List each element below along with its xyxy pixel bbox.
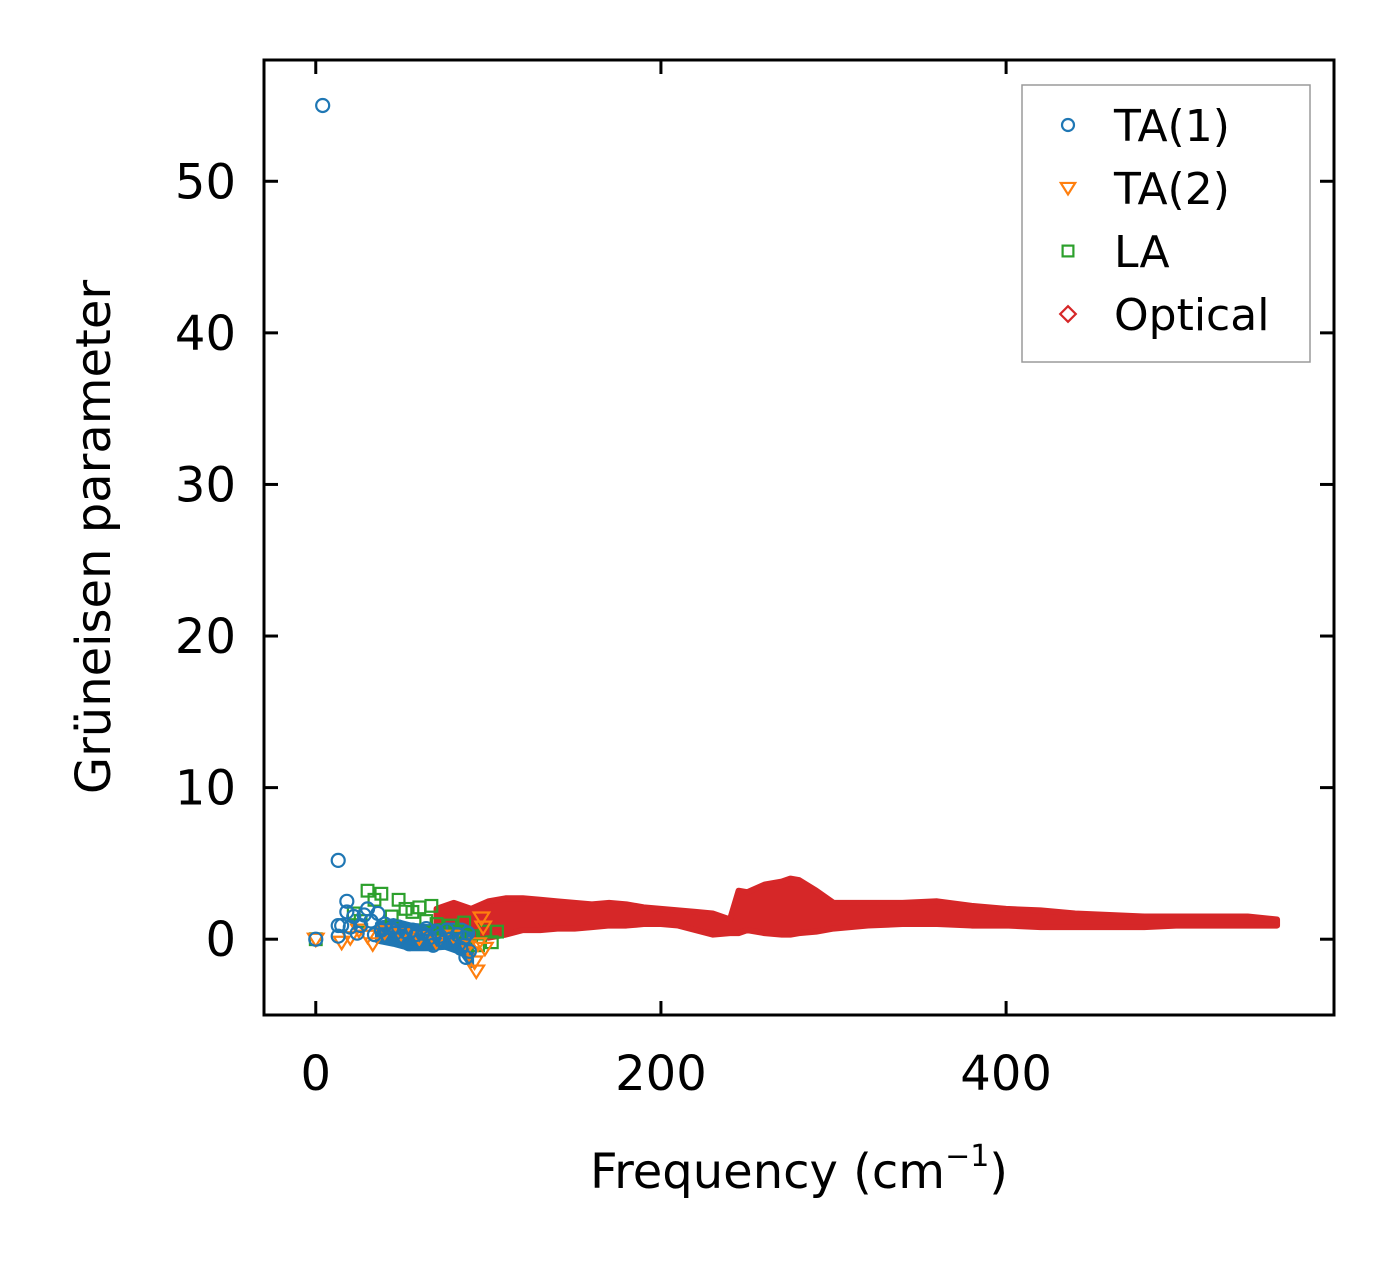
legend-marker-la <box>1061 244 1075 258</box>
legend-label-optical: Optical <box>1114 290 1269 341</box>
point-ta1-1 <box>330 852 346 868</box>
point-ta1-5 <box>334 917 350 934</box>
point-ta1-16 <box>370 905 386 922</box>
legend-marker-ta2 <box>1058 181 1078 197</box>
point-ta1-28 <box>411 933 427 949</box>
point-ta2-17 <box>473 920 493 937</box>
optical-band <box>433 875 1281 941</box>
point-ta1-43 <box>460 925 476 941</box>
y-axis-title: Grüneisen parameter <box>66 280 122 795</box>
point-ta2-18 <box>475 941 495 958</box>
point-ta2-16 <box>471 911 492 928</box>
point-la-5 <box>374 886 389 901</box>
point-ta1-44 <box>461 943 477 959</box>
bands-layer <box>374 875 1281 968</box>
point-la-22 <box>490 924 504 939</box>
point-ta2-14 <box>466 964 487 981</box>
x-axis-title: Frequency (cm−1) <box>590 1139 1008 1200</box>
legend-marker-ta1 <box>1060 117 1076 133</box>
legend: TA(1) TA(2) LA Optical <box>1021 84 1311 363</box>
point-ta1-4 <box>330 928 346 944</box>
x-tick-label-1: 200 <box>615 1046 707 1102</box>
y-tick-label-2: 20 <box>175 609 236 665</box>
plot-frame <box>262 58 1336 1017</box>
x-axis-title-main: Frequency (cm <box>590 1144 945 1200</box>
legend-label-ta2: TA(2) <box>1113 164 1230 215</box>
ticks-layer <box>264 60 1334 1015</box>
point-ta1-2 <box>308 931 324 947</box>
y-tick-label-5: 50 <box>175 154 236 210</box>
points-layer <box>305 97 504 981</box>
point-ta2-15 <box>468 937 488 953</box>
point-ta1-0 <box>315 97 331 114</box>
legend-marker-optical <box>1058 304 1078 324</box>
x-tick-label-2: 400 <box>960 1046 1052 1102</box>
point-ta1-6 <box>339 893 355 909</box>
point-la-12 <box>424 898 439 913</box>
y-tick-label-0: 0 <box>205 912 236 968</box>
legend-items: TA(1) TA(2) LA Optical <box>1058 101 1269 341</box>
legend-label-la: LA <box>1114 227 1170 278</box>
y-tick-label-3: 30 <box>175 457 236 513</box>
x-axis-title-close: ) <box>989 1144 1008 1200</box>
legend-label-ta1: TA(1) <box>1113 101 1230 152</box>
point-ta1-39 <box>449 927 465 943</box>
y-tick-label-1: 10 <box>175 761 236 817</box>
x-axis-title-sup: −1 <box>945 1139 989 1174</box>
labels-layer: 0 200 400 0 10 20 30 40 50 <box>175 154 1052 1102</box>
point-ta1-30 <box>418 920 434 937</box>
point-ta2-5 <box>362 937 383 953</box>
x-tick-label-0: 0 <box>301 1046 332 1102</box>
point-ta1-10 <box>349 925 365 941</box>
y-tick-label-4: 40 <box>175 306 236 362</box>
